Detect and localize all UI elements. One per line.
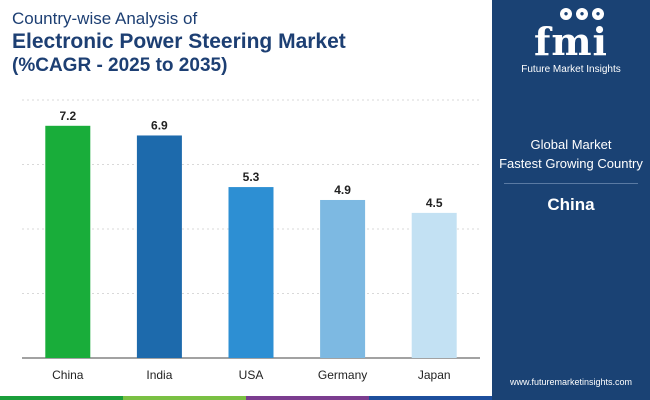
- title-line-1: Country-wise Analysis of: [12, 9, 198, 28]
- bar-japan: [411, 212, 457, 358]
- chart-title: Country-wise Analysis of Electronic Powe…: [12, 8, 346, 77]
- side-panel: ● ● ● fmi Future Market Insights Global …: [492, 0, 650, 400]
- fastest-growing-country: China: [547, 195, 595, 214]
- logo-subtitle: Future Market Insights: [521, 64, 621, 75]
- footer-segment: [369, 396, 492, 400]
- data-label: 4.9: [334, 183, 351, 197]
- logo-dot-icon: ●: [576, 8, 588, 20]
- footer-segment: [0, 396, 123, 400]
- footer-segment: [246, 396, 369, 400]
- panel-divider: [504, 183, 638, 184]
- logo-wordmark: fmi: [534, 19, 608, 64]
- website-link[interactable]: www.futuremarketinsights.com: [509, 377, 633, 387]
- bar-chart: 7.2 China 6.9 India 5.3 USA 4.9 Germany 4.5 Japan: [22, 99, 480, 382]
- bar-india: [136, 135, 182, 358]
- logo-icons: ● ● ●: [514, 8, 650, 22]
- title-line-3: (%CAGR - 2025 to 2035): [12, 55, 228, 76]
- panel-heading-line-2: Fastest Growing Country: [499, 156, 643, 171]
- bar-china: [45, 125, 91, 358]
- data-label: 7.2: [59, 109, 76, 123]
- x-tick-label: USA: [239, 368, 264, 382]
- x-tick-label: Japan: [418, 368, 451, 382]
- bar-usa: [228, 187, 274, 358]
- x-tick-label: China: [52, 368, 84, 382]
- panel-heading-line-1: Global Market: [530, 137, 612, 152]
- x-tick-label: Germany: [318, 368, 367, 382]
- bar-germany: [320, 199, 366, 358]
- logo-dot-icon: ●: [592, 8, 604, 20]
- fmi-logo: ● ● ● fmi Future Market Insights: [492, 8, 650, 75]
- footer-color-bar: [0, 396, 492, 400]
- logo-dot-icon: ●: [560, 8, 572, 20]
- data-label: 6.9: [151, 118, 168, 132]
- title-line-2: Electronic Power Steering Market: [12, 30, 346, 53]
- footer-segment: [123, 396, 246, 400]
- data-label: 4.5: [426, 196, 443, 210]
- x-tick-label: India: [146, 368, 172, 382]
- data-label: 5.3: [243, 170, 260, 184]
